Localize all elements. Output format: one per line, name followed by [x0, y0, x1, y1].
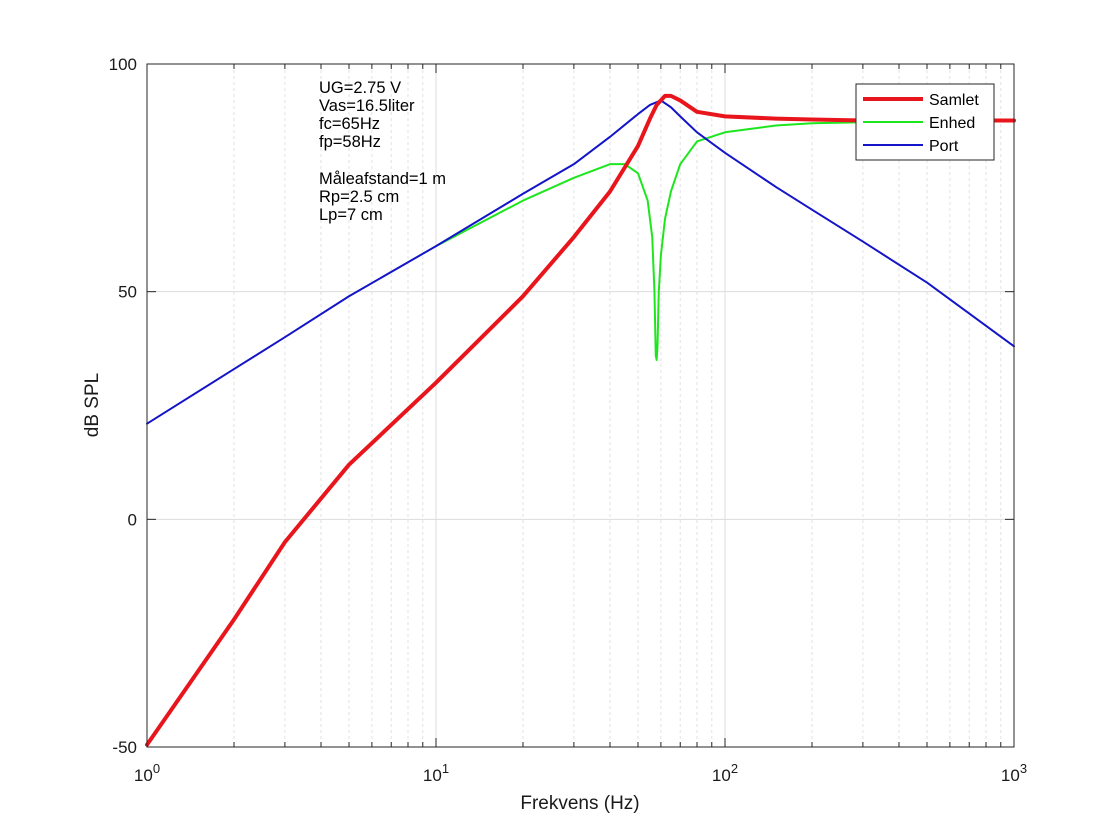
annotation-lp: Lp=7 cm — [319, 206, 383, 224]
x-tick-label: 103 — [1001, 761, 1027, 785]
series-lines — [145, 93, 1016, 747]
x-tick-label: 101 — [423, 761, 449, 785]
legend-label-samlet: Samlet — [929, 92, 979, 109]
y-axis-label: dB SPL — [82, 373, 103, 437]
y-tick-labels: -50 0 50 100 — [109, 55, 137, 757]
legend-label-port: Port — [929, 138, 959, 155]
plot-frame — [146, 63, 1015, 748]
annotation-ug: UG=2.75 V — [319, 79, 401, 97]
annotation-fc: fc=65Hz — [319, 115, 380, 133]
grid-lines — [147, 64, 1014, 747]
x-tick-label: 102 — [712, 761, 738, 785]
annotation-rp: Rp=2.5 cm — [319, 188, 399, 206]
annotation-fp: fp=58Hz — [319, 133, 381, 151]
parameter-annotations: UG=2.75 V Vas=16.5liter fc=65Hz fp=58Hz … — [319, 79, 446, 224]
x-tick-labels: 100 101 102 103 — [134, 761, 1027, 785]
x-tick-label: 100 — [134, 761, 160, 785]
y-tick-label: 50 — [118, 283, 137, 302]
series-line-port — [146, 99, 1015, 425]
legend: Samlet Enhed Port — [855, 83, 995, 161]
series-line-enhed — [435, 119, 1015, 361]
series-line-samlet — [145, 93, 1016, 747]
annotation-maaleafstand: Måleafstand=1 m — [319, 170, 446, 188]
legend-label-enhed: Enhed — [929, 115, 975, 132]
annotation-vas: Vas=16.5liter — [319, 97, 415, 115]
x-axis-label: Frekvens (Hz) — [520, 793, 639, 814]
plot-area — [147, 64, 1014, 747]
y-tick-label: 0 — [128, 510, 137, 529]
y-tick-label: 100 — [109, 55, 137, 74]
y-tick-label: -50 — [112, 738, 137, 757]
